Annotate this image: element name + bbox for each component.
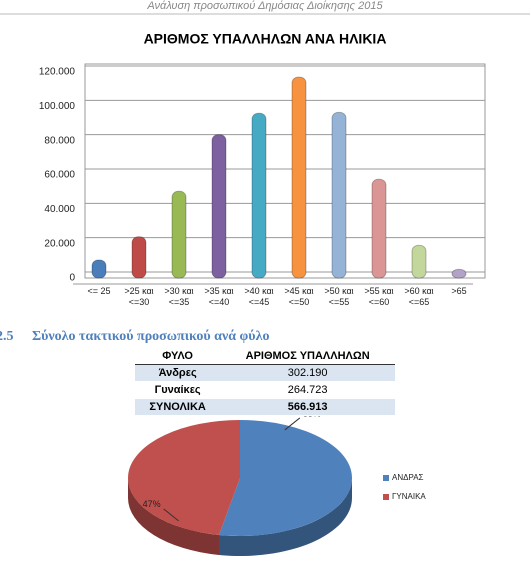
y-tick-label: 40.000 (44, 204, 75, 215)
legend-label: ΑΝΔΡΑΣ (392, 473, 424, 482)
y-tick-label: 20.000 (44, 238, 75, 249)
section-number: 2.5 (0, 329, 14, 344)
pie-slice (219, 420, 353, 537)
cell: Άνδρες (135, 364, 221, 382)
cell: 566.913 (220, 398, 395, 416)
bar (171, 190, 187, 279)
y-tick-label: 100.000 (39, 101, 76, 112)
x-tick-label: <= 25 (87, 286, 111, 296)
chart-title: ΑΡΙΘΜΟΣ ΥΠΑΛΛΗΛΩΝ ΑΝΑ ΗΛΙΚΙΑ (144, 31, 387, 47)
x-tick-label: >40 και <=45 (244, 286, 274, 307)
bar (211, 134, 227, 279)
x-tick-label: >25 και <=30 (124, 286, 154, 307)
x-tick-label: >60 και <=65 (404, 286, 434, 307)
bar (371, 178, 387, 279)
legend-swatch (383, 475, 389, 481)
leader-line (284, 417, 301, 431)
data-label: 47% (143, 499, 161, 509)
leader-line (163, 508, 179, 522)
cell: 264.723 (220, 381, 395, 399)
x-tick-label: >65 (451, 286, 467, 296)
x-tick-label: >55 και <=60 (364, 286, 394, 307)
bar (131, 236, 147, 279)
table: ΦΥΛΟ ΑΡΙΘΜΟΣ ΥΠΑΛΛΗΛΩΝ Άνδρες 302.190 Γυνα… (135, 348, 395, 416)
y-tick-label: 0 (69, 273, 75, 284)
x-tick-label: >50 και <=55 (324, 286, 354, 307)
x-tick-label: >30 και <=35 (164, 286, 194, 307)
x-tick-label: >35 και <=40 (204, 286, 234, 307)
bar (251, 112, 267, 279)
bar (451, 268, 467, 279)
cell: 302.190 (220, 364, 395, 382)
x-tick-label: >45 και <=50 (284, 286, 314, 307)
pie-slice (128, 420, 240, 535)
section-title: Σύνολο τακτικού προσωπικού ανά φύλο (32, 329, 269, 344)
table-header: ΑΡΙΘΜΟΣ ΥΠΑΛΛΗΛΩΝ (220, 348, 395, 365)
table-header: ΦΥΛΟ (135, 348, 221, 365)
bar (291, 76, 307, 279)
pie-side (128, 478, 220, 555)
cell: Γυναίκες (135, 381, 221, 399)
pie-side (219, 478, 352, 556)
legend-swatch (383, 494, 389, 500)
bar (331, 111, 347, 279)
legend-label: ΓΥΝΑΙΚΑ (392, 492, 426, 501)
y-tick-label: 60.000 (44, 170, 75, 181)
cell: ΣΥΝΟΛΙΚΑ (135, 398, 221, 416)
plot-wall (84, 63, 486, 279)
bar (91, 259, 107, 279)
header: Ανάλυση προσωπικού Δημόσιας Διοίκησης 20… (146, 0, 383, 12)
y-tick-label: 120.000 (39, 67, 76, 78)
bar (411, 244, 427, 279)
y-tick-label: 80.000 (44, 135, 75, 146)
